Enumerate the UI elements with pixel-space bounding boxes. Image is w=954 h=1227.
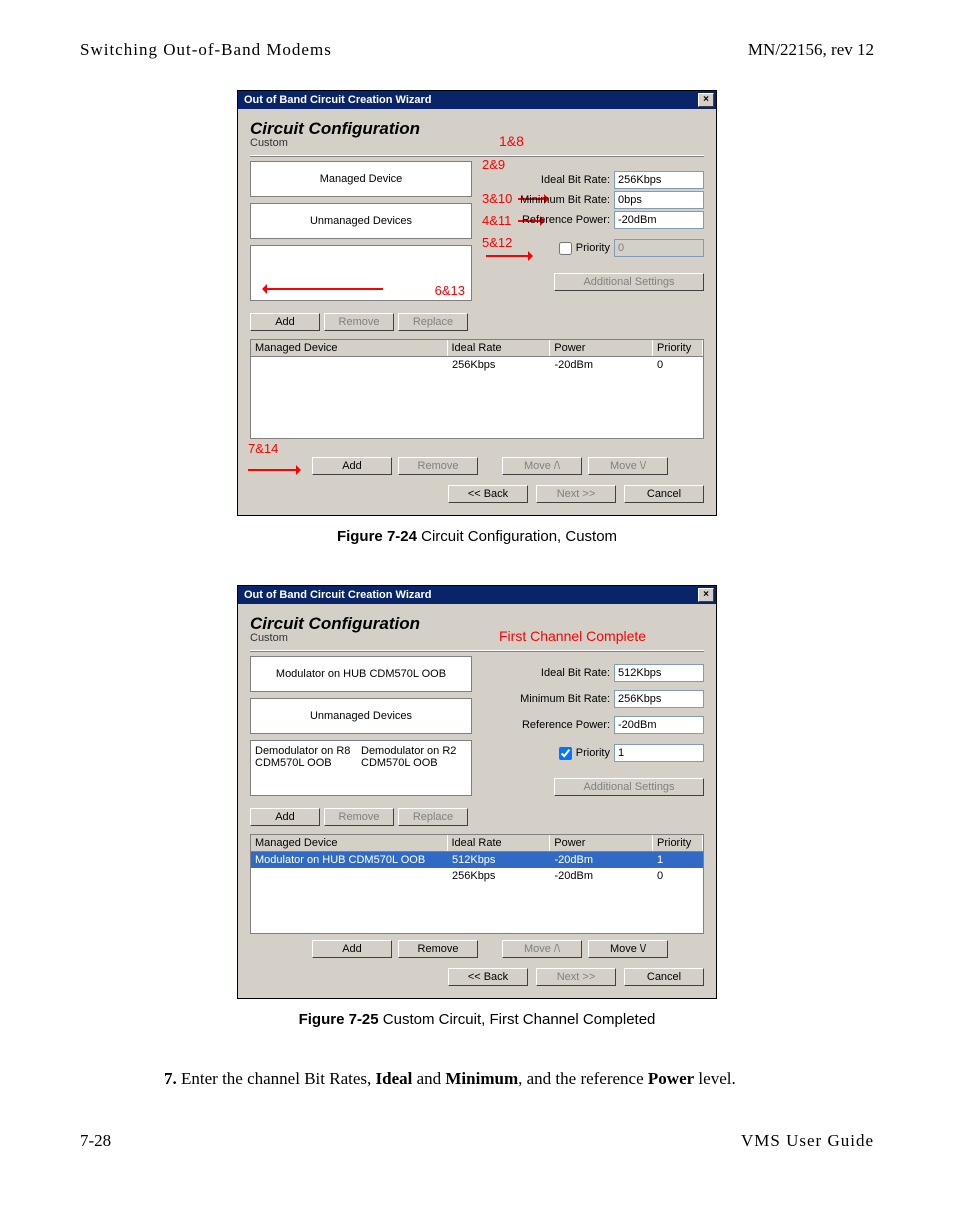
device-table-2: Managed Device Ideal Rate Power Priority…: [250, 834, 704, 934]
titlebar: Out of Band Circuit Creation Wizard ×: [238, 91, 716, 109]
device-table: Managed Device Ideal Rate Power Priority…: [250, 339, 704, 439]
th-device: Managed Device: [251, 340, 448, 356]
anno-6-13: 6&13: [435, 283, 465, 298]
titlebar-2: Out of Band Circuit Creation Wizard ×: [238, 586, 716, 604]
th-priority: Priority: [653, 340, 703, 356]
ref-label-2: Reference Power:: [522, 719, 610, 731]
page-header: Switching Out-of-Band Modems MN/22156, r…: [80, 40, 874, 60]
anno-1-8: 1&8: [499, 133, 704, 149]
movedown-button-2[interactable]: Move \/: [588, 940, 668, 958]
movedown-button[interactable]: Move \/: [588, 457, 668, 475]
replace-button[interactable]: Replace: [398, 313, 468, 331]
additional-settings-button-2[interactable]: Additional Settings: [554, 778, 704, 796]
table-row-2[interactable]: 256Kbps -20dBm 0: [251, 868, 703, 884]
footer-left: 7-28: [80, 1131, 111, 1151]
dialog-1: Out of Band Circuit Creation Wizard × Ci…: [237, 90, 717, 516]
cancel-button-2[interactable]: Cancel: [624, 968, 704, 986]
ref-input-2[interactable]: [614, 716, 704, 734]
dialog-2: Out of Band Circuit Creation Wizard × Ci…: [237, 585, 717, 999]
ideal-label: Ideal Bit Rate:: [541, 174, 610, 186]
figure-caption-1: Figure 7-24 Circuit Configuration, Custo…: [80, 528, 874, 545]
step-7-text: 7. Enter the channel Bit Rates, Ideal an…: [190, 1068, 874, 1091]
replace-button-2[interactable]: Replace: [398, 808, 468, 826]
table-row-sel[interactable]: Modulator on HUB CDM570L OOB 512Kbps -20…: [251, 852, 703, 868]
dialog-title-2: Out of Band Circuit Creation Wizard: [244, 589, 432, 601]
footer-right: VMS User Guide: [741, 1131, 874, 1151]
priority-checkbox[interactable]: [559, 242, 572, 255]
unmanaged-devices-box-2[interactable]: Unmanaged Devices: [250, 698, 472, 734]
remove-button-2[interactable]: Remove: [324, 808, 394, 826]
cc-headline-2: Circuit Configuration: [250, 614, 455, 634]
priority-checkbox-2[interactable]: [559, 747, 572, 760]
moveup-button-2[interactable]: Move /\: [502, 940, 582, 958]
back-button[interactable]: << Back: [448, 485, 528, 503]
th-priority-2: Priority: [653, 835, 703, 851]
figure-7-25: Out of Band Circuit Creation Wizard × Ci…: [80, 585, 874, 999]
next-button[interactable]: Next >>: [536, 485, 616, 503]
dialog-title: Out of Band Circuit Creation Wizard: [244, 94, 432, 106]
table-row[interactable]: 256Kbps -20dBm 0: [251, 357, 703, 373]
th-ideal-2: Ideal Rate: [448, 835, 551, 851]
th-device-2: Managed Device: [251, 835, 448, 851]
ideal-input-2[interactable]: [614, 664, 704, 682]
unmanaged-list-2[interactable]: Demodulator on R8 CDM570L OOB Demodulato…: [250, 740, 472, 796]
min-input[interactable]: [614, 191, 704, 209]
figure-caption-2: Figure 7-25 Custom Circuit, First Channe…: [80, 1011, 874, 1028]
back-button-2[interactable]: << Back: [448, 968, 528, 986]
min-input-2[interactable]: [614, 690, 704, 708]
anno-7-14: 7&14: [248, 441, 278, 456]
add-button-2[interactable]: Add: [250, 808, 320, 826]
anno-2-9: 2&9: [482, 157, 505, 172]
next-button-2[interactable]: Next >>: [536, 968, 616, 986]
add-button[interactable]: Add: [250, 313, 320, 331]
managed-device-box[interactable]: Managed Device: [250, 161, 472, 197]
add2-button[interactable]: Add: [312, 457, 392, 475]
managed-device-value: Modulator on HUB CDM570L OOB: [276, 668, 446, 680]
ref-label: Reference Power:: [522, 214, 610, 226]
min-label-2: Minimum Bit Rate:: [520, 693, 610, 705]
managed-device-box-2[interactable]: Modulator on HUB CDM570L OOB: [250, 656, 472, 692]
remove2-button-2[interactable]: Remove: [398, 940, 478, 958]
min-label: Minimum Bit Rate:: [520, 194, 610, 206]
header-right: MN/22156, rev 12: [748, 40, 874, 60]
ideal-label-2: Ideal Bit Rate:: [541, 667, 610, 679]
remove-button[interactable]: Remove: [324, 313, 394, 331]
header-left: Switching Out-of-Band Modems: [80, 40, 332, 60]
unmanaged-devices-label-2: Unmanaged Devices: [310, 710, 412, 722]
cc-headline: Circuit Configuration: [250, 119, 455, 139]
priority-input-2[interactable]: [614, 744, 704, 762]
first-channel-complete: First Channel Complete: [499, 628, 704, 644]
priority-label: Priority: [576, 242, 610, 254]
close-icon-2[interactable]: ×: [698, 588, 714, 602]
page-footer: 7-28 VMS User Guide: [80, 1131, 874, 1151]
priority-input[interactable]: [614, 239, 704, 257]
figure-7-24: Out of Band Circuit Creation Wizard × Ci…: [80, 90, 874, 516]
unmanaged-devices-label: Unmanaged Devices: [310, 215, 412, 227]
close-icon[interactable]: ×: [698, 93, 714, 107]
priority-label-2: Priority: [576, 747, 610, 759]
ref-input[interactable]: [614, 211, 704, 229]
th-power: Power: [550, 340, 653, 356]
add2-button-2[interactable]: Add: [312, 940, 392, 958]
unmanaged-list[interactable]: 6&13: [250, 245, 472, 301]
moveup-button[interactable]: Move /\: [502, 457, 582, 475]
ideal-input[interactable]: [614, 171, 704, 189]
cancel-button[interactable]: Cancel: [624, 485, 704, 503]
additional-settings-button[interactable]: Additional Settings: [554, 273, 704, 291]
managed-device-label: Managed Device: [320, 173, 403, 185]
th-ideal: Ideal Rate: [448, 340, 551, 356]
unmanaged-devices-box[interactable]: Unmanaged Devices: [250, 203, 472, 239]
remove2-button[interactable]: Remove: [398, 457, 478, 475]
th-power-2: Power: [550, 835, 653, 851]
